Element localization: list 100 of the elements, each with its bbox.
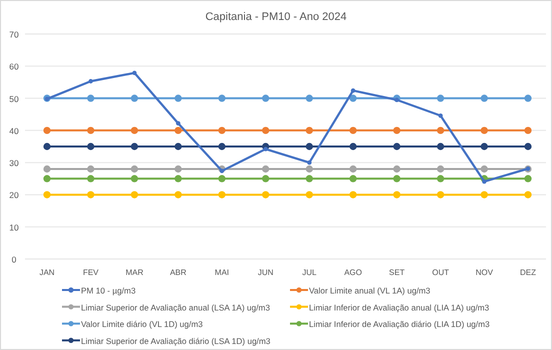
point (43, 165, 51, 173)
point (88, 79, 93, 84)
point (130, 126, 138, 134)
legend-label: Valor Limite anual (VL 1A) ug/m3 (309, 286, 431, 296)
x-tick-label: JUN (258, 268, 274, 277)
point (130, 165, 138, 173)
point (482, 179, 486, 184)
x-tick-label: MAI (214, 268, 230, 277)
point (524, 142, 532, 150)
x-tick-label: OUT (432, 268, 450, 277)
point (174, 165, 182, 173)
x-tick-label: JUL (302, 268, 318, 277)
point (263, 146, 268, 152)
point (306, 191, 313, 198)
point (349, 142, 357, 150)
point (436, 175, 444, 182)
point (349, 175, 357, 182)
point (262, 165, 270, 173)
point (218, 126, 226, 134)
point (176, 121, 180, 126)
legend-label: PM 10 - µg/m3 (81, 286, 136, 296)
y-tick-label: 30 (9, 158, 19, 168)
point (480, 142, 488, 150)
point (87, 191, 94, 198)
y-tick-label: 40 (9, 126, 19, 136)
point (393, 191, 400, 198)
point (307, 160, 312, 165)
point (436, 126, 444, 134)
point (218, 94, 226, 102)
point (218, 175, 226, 182)
point (218, 142, 226, 150)
y-tick-label: 60 (9, 62, 19, 72)
point (130, 142, 138, 150)
point (174, 126, 182, 134)
point (43, 142, 51, 150)
x-tick-label: ABR (170, 268, 187, 277)
legend-label: Limiar Inferior de Avaliação diário (LIA 1D) ug/m3 (309, 319, 490, 330)
point (262, 94, 270, 102)
point (43, 126, 51, 134)
x-tick-label: FEV (82, 268, 100, 277)
point (87, 126, 94, 134)
point (87, 165, 94, 173)
point (87, 142, 94, 150)
point (480, 94, 488, 102)
x-tick-label: AGO (344, 268, 362, 277)
point (480, 126, 488, 134)
point (524, 94, 532, 102)
point (262, 126, 270, 134)
point (87, 94, 94, 102)
x-tick-label: MAR (126, 268, 144, 277)
point (524, 191, 532, 198)
point (393, 175, 400, 182)
chart-title: Capitania - PM10 - Ano 2024 (205, 11, 347, 23)
point (524, 175, 532, 182)
x-tick-label: SET (389, 268, 405, 277)
point (480, 165, 488, 173)
x-tick-label: JAN (39, 268, 55, 277)
point (438, 113, 443, 118)
point (394, 98, 400, 102)
legend-label: Limiar Superior de Avaliação diário (LSA 1D) ug/m3 (81, 336, 271, 346)
point (87, 175, 94, 182)
point (393, 126, 400, 134)
point (349, 191, 357, 198)
point (436, 165, 444, 173)
point (130, 175, 138, 182)
point (174, 142, 182, 150)
point (393, 142, 400, 150)
point (436, 94, 444, 102)
point (262, 175, 270, 182)
y-tick-label: 0 (12, 254, 17, 264)
point (306, 175, 313, 182)
y-tick-label: 10 (9, 222, 19, 232)
y-tick-label: 50 (9, 94, 19, 104)
point (306, 165, 313, 173)
point (132, 70, 137, 76)
y-tick-label: 20 (9, 190, 19, 200)
point (220, 168, 224, 174)
point (349, 126, 357, 134)
point (524, 126, 532, 134)
point (350, 88, 356, 93)
point (349, 165, 357, 173)
point (174, 94, 182, 102)
legend-label: Limiar Superior de Avaliação anual (LSA 1A) ug/m3 (81, 302, 270, 312)
point (43, 175, 51, 182)
legend-label: Limiar Inferior de Avaliação anual (LIA 1A) ug/m3 (309, 302, 490, 312)
point (262, 191, 270, 198)
point (393, 165, 400, 173)
point (174, 191, 182, 198)
point (306, 94, 313, 102)
point (130, 94, 138, 102)
point (174, 175, 182, 182)
point (480, 191, 488, 198)
point (436, 191, 444, 198)
y-tick-label: 70 (9, 30, 19, 40)
point (436, 142, 444, 150)
point (218, 191, 226, 198)
x-tick-label: DEZ (520, 268, 536, 277)
point (349, 94, 357, 102)
point (306, 142, 313, 150)
point (306, 126, 313, 134)
